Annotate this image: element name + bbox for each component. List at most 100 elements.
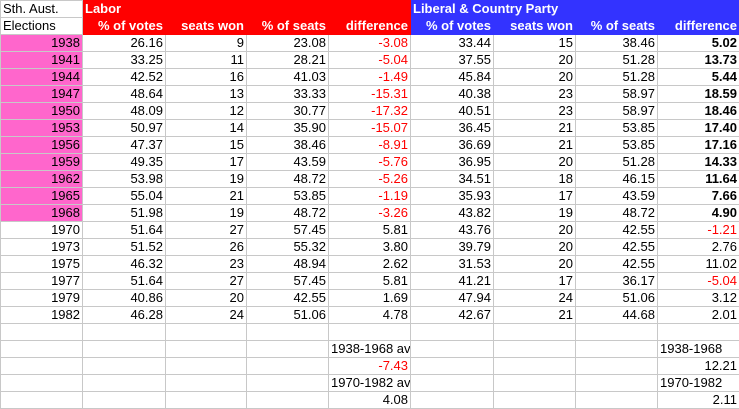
labor-votes-pct-cell[interactable]: 51.98 <box>82 204 166 222</box>
labor-votes-pct-cell[interactable]: 47.37 <box>82 136 166 154</box>
labor-seats-pct-cell[interactable]: 30.77 <box>246 102 329 120</box>
lib-difference-cell[interactable]: 14.33 <box>656 153 739 171</box>
labor-seats-won-cell[interactable]: 9 <box>165 34 247 52</box>
empty-cell[interactable] <box>575 323 658 341</box>
labor-seats-pct-cell[interactable]: 41.03 <box>246 68 329 86</box>
corner-label-2[interactable]: Elections <box>0 17 83 35</box>
lib-seats-won-cell[interactable]: 23 <box>493 102 576 120</box>
empty-cell[interactable] <box>82 357 166 375</box>
empty-cell[interactable] <box>0 340 83 358</box>
empty-cell[interactable] <box>410 357 494 375</box>
labor-average-cell[interactable]: -7.43 <box>328 357 411 375</box>
empty-cell[interactable] <box>82 323 166 341</box>
empty-cell[interactable] <box>246 391 329 409</box>
empty-cell[interactable] <box>575 357 658 375</box>
year-cell[interactable]: 1944 <box>0 68 83 86</box>
labor-seats-won-cell[interactable]: 15 <box>165 136 247 154</box>
lib-seats-won-cell[interactable]: 20 <box>493 153 576 171</box>
lib-difference-cell[interactable]: 11.64 <box>656 170 739 188</box>
liberal-header[interactable]: Liberal & Country Party <box>409 0 739 18</box>
labor-seats-won-cell[interactable]: 12 <box>165 102 247 120</box>
labor-average-cell[interactable]: 1938-1968 av. <box>328 340 411 358</box>
labor-seats-pct-cell[interactable]: 57.45 <box>246 272 329 290</box>
labor-seats-pct-cell[interactable]: 43.59 <box>246 153 329 171</box>
lib-difference-cell[interactable]: -1.21 <box>656 221 739 239</box>
lib-seats-pct-cell[interactable]: 53.85 <box>575 119 658 137</box>
lib-average-cell[interactable]: 1938-1968 <box>656 340 739 358</box>
labor-difference-cell[interactable]: -1.49 <box>328 68 411 86</box>
labor-col-seats[interactable]: seats won <box>165 17 247 35</box>
empty-cell[interactable] <box>656 323 739 341</box>
labor-difference-cell[interactable]: -3.08 <box>328 34 411 52</box>
labor-votes-pct-cell[interactable]: 51.64 <box>82 272 166 290</box>
lib-average-cell[interactable]: 1970-1982 <box>656 374 739 392</box>
labor-seats-pct-cell[interactable]: 28.21 <box>246 51 329 69</box>
lib-seats-won-cell[interactable]: 17 <box>493 187 576 205</box>
lib-seats-won-cell[interactable]: 18 <box>493 170 576 188</box>
labor-seats-won-cell[interactable]: 27 <box>165 221 247 239</box>
lib-votes-pct-cell[interactable]: 37.55 <box>410 51 494 69</box>
lib-seats-won-cell[interactable]: 17 <box>493 272 576 290</box>
labor-seats-won-cell[interactable]: 13 <box>165 85 247 103</box>
labor-average-cell[interactable]: 4.08 <box>328 391 411 409</box>
lib-votes-pct-cell[interactable]: 31.53 <box>410 255 494 273</box>
empty-cell[interactable] <box>493 357 576 375</box>
empty-cell[interactable] <box>575 374 658 392</box>
lib-seats-pct-cell[interactable]: 58.97 <box>575 102 658 120</box>
lib-votes-pct-cell[interactable]: 33.44 <box>410 34 494 52</box>
labor-difference-cell[interactable]: 5.81 <box>328 272 411 290</box>
labor-difference-cell[interactable]: 5.81 <box>328 221 411 239</box>
labor-seats-pct-cell[interactable]: 33.33 <box>246 85 329 103</box>
lib-votes-pct-cell[interactable]: 43.76 <box>410 221 494 239</box>
labor-seats-won-cell[interactable]: 19 <box>165 170 247 188</box>
lib-seats-pct-cell[interactable]: 42.55 <box>575 238 658 256</box>
lib-votes-pct-cell[interactable]: 41.21 <box>410 272 494 290</box>
empty-cell[interactable] <box>82 391 166 409</box>
labor-difference-cell[interactable]: -5.26 <box>328 170 411 188</box>
lib-seats-won-cell[interactable]: 24 <box>493 289 576 307</box>
year-cell[interactable]: 1975 <box>0 255 83 273</box>
empty-cell[interactable] <box>0 391 83 409</box>
year-cell[interactable]: 1982 <box>0 306 83 324</box>
year-cell[interactable]: 1956 <box>0 136 83 154</box>
lib-difference-cell[interactable]: 17.40 <box>656 119 739 137</box>
year-cell[interactable]: 1941 <box>0 51 83 69</box>
empty-cell[interactable] <box>410 323 494 341</box>
lib-votes-pct-cell[interactable]: 35.93 <box>410 187 494 205</box>
labor-difference-cell[interactable]: -15.07 <box>328 119 411 137</box>
labor-seats-won-cell[interactable]: 11 <box>165 51 247 69</box>
labor-seats-pct-cell[interactable]: 53.85 <box>246 187 329 205</box>
labor-seats-won-cell[interactable]: 14 <box>165 119 247 137</box>
year-cell[interactable]: 1965 <box>0 187 83 205</box>
labor-votes-pct-cell[interactable]: 46.28 <box>82 306 166 324</box>
labor-seats-pct-cell[interactable]: 38.46 <box>246 136 329 154</box>
year-cell[interactable]: 1953 <box>0 119 83 137</box>
labor-seats-pct-cell[interactable]: 48.72 <box>246 170 329 188</box>
lib-col-difference[interactable]: difference <box>656 17 739 35</box>
labor-difference-cell[interactable]: 3.80 <box>328 238 411 256</box>
lib-seats-won-cell[interactable]: 20 <box>493 255 576 273</box>
labor-votes-pct-cell[interactable]: 26.16 <box>82 34 166 52</box>
empty-cell[interactable] <box>410 374 494 392</box>
labor-votes-pct-cell[interactable]: 49.35 <box>82 153 166 171</box>
labor-seats-won-cell[interactable]: 27 <box>165 272 247 290</box>
lib-average-cell[interactable]: 2.11 <box>656 391 739 409</box>
labor-average-cell[interactable]: 1970-1982 av. <box>328 374 411 392</box>
lib-col-pct-seats[interactable]: % of seats <box>575 17 658 35</box>
empty-cell[interactable] <box>165 323 247 341</box>
year-cell[interactable]: 1950 <box>0 102 83 120</box>
lib-difference-cell[interactable]: 11.02 <box>656 255 739 273</box>
year-cell[interactable]: 1962 <box>0 170 83 188</box>
lib-difference-cell[interactable]: 17.16 <box>656 136 739 154</box>
labor-votes-pct-cell[interactable]: 48.64 <box>82 85 166 103</box>
lib-seats-pct-cell[interactable]: 53.85 <box>575 136 658 154</box>
lib-seats-won-cell[interactable]: 15 <box>493 34 576 52</box>
labor-col-votes[interactable]: % of votes <box>82 17 166 35</box>
lib-seats-pct-cell[interactable]: 51.06 <box>575 289 658 307</box>
labor-seats-pct-cell[interactable]: 51.06 <box>246 306 329 324</box>
lib-seats-pct-cell[interactable]: 51.28 <box>575 68 658 86</box>
lib-seats-pct-cell[interactable]: 58.97 <box>575 85 658 103</box>
lib-seats-won-cell[interactable]: 20 <box>493 238 576 256</box>
labor-difference-cell[interactable]: -1.19 <box>328 187 411 205</box>
lib-seats-pct-cell[interactable]: 42.55 <box>575 221 658 239</box>
